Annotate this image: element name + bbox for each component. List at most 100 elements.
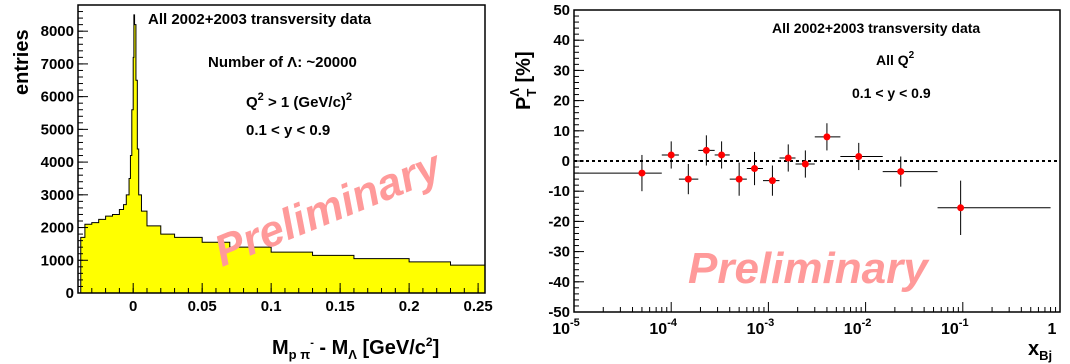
right-y-tick-label: -20: [548, 213, 570, 230]
data-point: [729, 162, 747, 196]
point-marker: [735, 175, 743, 183]
tick-base: 1: [1048, 321, 1057, 338]
right-y-tick-label: 40: [553, 32, 570, 49]
data-point: [661, 141, 679, 169]
data-point: [746, 151, 764, 186]
point-marker: [855, 152, 863, 160]
right-y-tick-label: 20: [553, 93, 570, 110]
right-polarization-panel: 10-5 10-4 10-3 10-2 10-1 1 -50-40-30-20-10010…: [507, 2, 1061, 363]
left-y-tick-label: 3000: [41, 187, 74, 204]
right-x-ticks: 10-5 10-4 10-3 10-2 10-1 1: [552, 302, 1061, 338]
left-x-tick-label: 0: [129, 298, 137, 315]
tick-exp: -1: [959, 317, 969, 329]
data-point: [937, 180, 1051, 235]
point-marker: [801, 160, 809, 168]
data-point: [814, 123, 841, 151]
data-point: [779, 144, 796, 172]
q2-rest: > 1 (GeV/c): [264, 94, 346, 111]
xl-sup1: -: [310, 337, 314, 349]
left-annotation-count: Number of Λ: ~20000: [208, 54, 357, 71]
right-y-axis-label: PTΛ [%]: [507, 51, 539, 110]
left-x-tick-label: 0.15: [326, 298, 355, 315]
point-marker: [957, 204, 965, 212]
right-y-tick-label: 0: [562, 153, 570, 170]
tick-exp: -3: [764, 317, 774, 329]
right-x-tick-label: 10-4: [649, 317, 677, 338]
left-annotation-title: All 2002+2003 transversity data: [148, 11, 372, 28]
yl-p: P: [513, 97, 535, 110]
left-count-value: : ~20000: [297, 54, 357, 71]
left-x-tick-label: 0.2: [399, 298, 420, 315]
right-annotation-title: All 2002+2003 transversity data: [772, 20, 980, 36]
point-marker: [768, 177, 776, 185]
right-annotation-y: 0.1 < y < 0.9: [852, 85, 931, 101]
point-marker: [638, 169, 646, 177]
tick-base: 10: [844, 321, 862, 338]
tick-base: 10: [552, 321, 570, 338]
point-marker: [684, 175, 692, 183]
right-y-ticks: -50 -40 -30 -20 -10 0 10 20 30 40 50: [548, 2, 584, 321]
xl-m: M: [272, 337, 289, 359]
point-marker: [667, 151, 675, 159]
data-points: [574, 123, 1051, 235]
xbj-sub: Bj: [1039, 348, 1052, 363]
xl-tail: [GeV/c: [357, 337, 426, 359]
yl-sup: Λ: [507, 88, 522, 97]
data-point: [698, 135, 715, 166]
left-count-prefix: Number of: [208, 54, 287, 71]
right-x-axis-label: xBj: [1028, 338, 1052, 363]
xl-sub2: Λ: [348, 347, 357, 362]
xl-mid: - M: [314, 337, 348, 359]
data-point: [795, 150, 815, 178]
yl-tail: [%]: [513, 51, 535, 88]
point-marker: [823, 133, 831, 141]
left-y-ticks: 0 1000 2000 3000 4000 5000 6000 7000 8000: [41, 4, 88, 302]
right-y-tick-label: -40: [548, 274, 570, 291]
rq2-sup: 2: [909, 50, 915, 61]
left-x-tick-label: 0.25: [464, 298, 493, 315]
xl-end: ]: [433, 337, 440, 359]
left-x-axis-label: Mp π- - MΛ [GeV/c2]: [272, 335, 439, 362]
histogram-outline: [80, 14, 486, 293]
right-x-tick-label: 10-3: [747, 317, 775, 338]
right-x-tick-label: 10-2: [844, 317, 872, 338]
xbj-x: x: [1028, 338, 1039, 360]
right-annotation-q2: All Q2: [876, 50, 915, 68]
left-histogram-panel: 0 0.05 0.1 0.15 0.2 0.25 0 1000 2000 3000 4000 500…: [11, 4, 493, 362]
yl-sub: T: [524, 89, 539, 97]
point-marker: [702, 146, 710, 154]
tick-exp: -4: [667, 317, 678, 329]
left-y-tick-label: 5000: [41, 121, 74, 138]
xl-sup2: 2: [426, 335, 433, 349]
left-x-tick-label: 0.05: [188, 298, 217, 315]
tick-exp: -5: [570, 317, 580, 329]
data-point: [763, 165, 780, 196]
left-annotation-y: 0.1 < y < 0.9: [246, 122, 330, 139]
data-point: [574, 154, 662, 192]
right-watermark: Preliminary: [688, 244, 930, 293]
q2-sup: 2: [258, 91, 264, 103]
rq2-text: All Q: [876, 52, 909, 68]
left-y-tick-label: 8000: [41, 23, 74, 40]
right-y-tick-label: -50: [548, 304, 570, 321]
tick-exp: -2: [862, 317, 872, 329]
left-y-tick-label: 4000: [41, 154, 74, 171]
q2-sup2: 2: [346, 91, 352, 103]
left-x-tick-label: 0.1: [261, 298, 282, 315]
left-annotation-q2: Q2 > 1 (GeV/c)2: [246, 91, 352, 111]
left-y-tick-label: 6000: [41, 89, 74, 106]
left-y-tick-label: 2000: [41, 220, 74, 237]
left-count-lambda: Λ: [287, 54, 297, 71]
left-y-tick-label: 7000: [41, 56, 74, 73]
xl-sub1: p π: [289, 347, 311, 362]
data-point: [882, 156, 938, 187]
point-marker: [897, 168, 905, 176]
left-y-axis-label: entries: [11, 29, 33, 95]
point-marker: [718, 151, 726, 159]
point-marker: [751, 165, 759, 173]
data-point: [678, 164, 699, 195]
right-x-tick-label: 10-1: [941, 317, 969, 338]
right-y-tick-label: 50: [553, 2, 570, 19]
right-y-tick-label: 30: [553, 62, 570, 79]
left-x-ticks: 0 0.05 0.1 0.15 0.2 0.25: [77, 283, 493, 315]
